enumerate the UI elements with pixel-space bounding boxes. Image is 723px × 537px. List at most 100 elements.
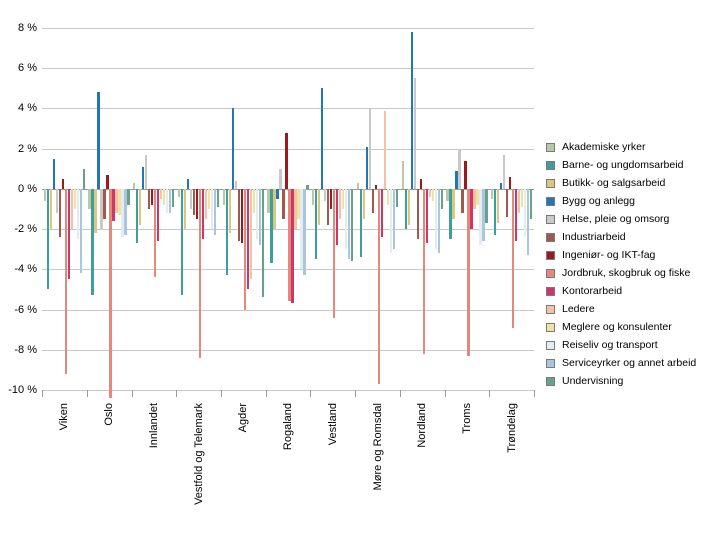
bar — [279, 168, 282, 189]
bar — [383, 110, 387, 189]
bar — [508, 176, 512, 189]
x-axis-tick — [42, 390, 43, 397]
bar — [359, 188, 363, 258]
gridline — [42, 269, 534, 270]
bar — [490, 188, 494, 199]
bar — [300, 188, 303, 270]
bar — [452, 188, 455, 220]
x-axis-label: Vestfold og Telemark — [192, 403, 205, 505]
bar — [273, 188, 276, 230]
legend-item: Industriarbeid — [546, 228, 696, 246]
legend-item: Meglere og konsulenter — [546, 318, 696, 336]
bar — [499, 182, 503, 189]
y-axis-tick-label: 8 % — [18, 22, 37, 34]
x-axis-label: Nordland — [416, 403, 429, 448]
bar — [97, 92, 100, 189]
bar — [520, 188, 524, 207]
bar — [306, 184, 309, 189]
bar — [58, 188, 62, 238]
bar — [258, 188, 261, 246]
legend-item: Ledere — [546, 300, 696, 318]
bar — [377, 188, 381, 384]
bar — [330, 188, 333, 209]
bar — [413, 78, 416, 189]
legend-label: Akademiske yrker — [562, 141, 646, 153]
bar — [482, 188, 485, 242]
bar — [496, 188, 500, 224]
bar — [365, 146, 369, 189]
bar — [467, 188, 470, 356]
bar — [368, 108, 372, 189]
legend-swatch — [546, 142, 555, 152]
bar — [52, 158, 56, 189]
bar — [425, 188, 428, 244]
legend-swatch — [546, 304, 555, 314]
bar — [502, 154, 506, 189]
bar — [234, 180, 237, 189]
bar — [276, 188, 279, 199]
bar — [192, 188, 196, 215]
legend-swatch — [546, 322, 555, 332]
bar — [249, 188, 252, 280]
bar — [514, 188, 518, 242]
x-axis-tick — [489, 390, 491, 397]
bar — [297, 188, 300, 220]
bar — [88, 188, 91, 209]
bar — [285, 132, 288, 189]
bar — [186, 178, 190, 189]
bar — [255, 188, 258, 240]
bar — [312, 188, 315, 205]
bar — [237, 188, 240, 242]
y-axis-tick-label: -4 % — [14, 263, 37, 275]
bar — [470, 188, 473, 230]
bar — [523, 188, 527, 238]
legend-label: Butikk- og salgsarbeid — [562, 177, 666, 189]
legend-item: Barne- og ungdomsarbeid — [546, 156, 696, 174]
gridline — [42, 108, 534, 109]
bar — [100, 188, 103, 230]
bar — [291, 188, 294, 304]
x-axis-tick — [310, 390, 312, 397]
bar — [145, 154, 148, 189]
bar — [321, 88, 324, 189]
zero-line — [42, 189, 534, 190]
bar — [91, 188, 94, 296]
x-axis-tick — [86, 390, 88, 397]
bar — [142, 166, 145, 189]
bar — [177, 188, 181, 197]
bar — [246, 188, 249, 290]
y-axis-tick-label: 6 % — [18, 62, 37, 74]
bar — [183, 188, 187, 230]
bar — [82, 168, 86, 189]
bar — [79, 188, 83, 274]
bar — [395, 188, 399, 207]
bar — [67, 188, 71, 280]
bar — [148, 188, 151, 209]
bar — [172, 188, 175, 207]
bar — [511, 188, 515, 328]
bar — [70, 188, 74, 230]
x-axis-tick — [176, 390, 178, 397]
bar — [166, 188, 169, 213]
y-axis-tick-label: -6 % — [14, 304, 37, 316]
bar — [324, 188, 327, 201]
bar — [121, 188, 124, 238]
bar — [303, 188, 306, 276]
bar — [64, 188, 68, 374]
bar — [46, 188, 50, 290]
bar — [189, 188, 193, 209]
bar — [112, 188, 115, 222]
bar — [216, 188, 220, 207]
bar — [356, 182, 360, 189]
legend-label: Industriarbeid — [562, 231, 626, 243]
x-axis-label: Rogaland — [282, 403, 294, 451]
bar — [529, 188, 533, 220]
bar — [240, 188, 243, 244]
x-axis-tick — [444, 390, 446, 397]
legend-swatch — [546, 160, 555, 170]
bar — [333, 188, 336, 318]
legend-label: Meglere og konsulenter — [562, 321, 672, 333]
gridline — [42, 390, 534, 391]
bar — [222, 188, 225, 205]
x-axis-tick — [220, 390, 222, 397]
